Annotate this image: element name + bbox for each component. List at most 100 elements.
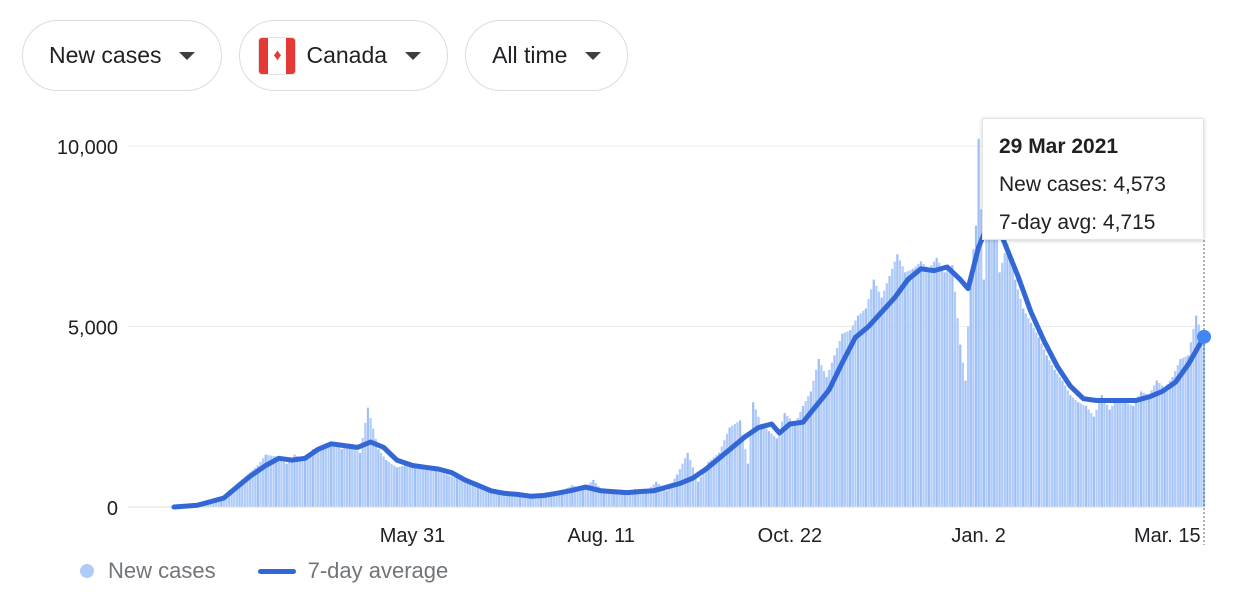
case-bar xyxy=(1197,324,1200,507)
country-dropdown[interactable]: ♦ Canada xyxy=(239,20,449,91)
case-bar xyxy=(492,491,495,507)
case-bar xyxy=(356,450,359,507)
case-bar xyxy=(217,498,220,507)
case-bar xyxy=(1176,365,1179,507)
case-bar-spike xyxy=(888,276,891,507)
case-bar xyxy=(668,486,671,507)
case-bar xyxy=(484,489,487,507)
case-bar xyxy=(657,483,660,507)
case-bar xyxy=(1126,403,1130,507)
case-bar xyxy=(259,461,262,507)
case-bar xyxy=(1119,399,1122,507)
case-bar xyxy=(566,488,569,507)
case-bar xyxy=(778,430,781,507)
legend-bar-swatch xyxy=(80,564,94,578)
case-bar xyxy=(448,475,451,507)
case-bar xyxy=(835,348,839,507)
case-bar xyxy=(1145,393,1148,507)
legend-line-label: 7-day average xyxy=(307,558,449,583)
case-bar xyxy=(940,267,944,507)
case-bar xyxy=(241,479,244,507)
time-range-dropdown-label: All time xyxy=(492,42,568,68)
case-bar xyxy=(938,262,941,507)
case-bar xyxy=(754,409,757,507)
case-bar xyxy=(799,411,802,507)
case-bar xyxy=(838,340,841,507)
case-bar xyxy=(306,456,309,507)
case-bar xyxy=(235,484,239,507)
case-bar xyxy=(846,331,849,507)
case-bar xyxy=(1137,396,1140,507)
tooltip-average: 7-day avg: 4,715 xyxy=(999,211,1156,234)
case-bar xyxy=(332,443,335,507)
chevron-down-icon xyxy=(405,51,422,60)
case-bar xyxy=(335,445,338,507)
case-bar xyxy=(1168,380,1172,507)
case-bar-spike xyxy=(571,485,574,507)
chart-tooltip: 29 Mar 2021 New cases: 4,573 7-day avg: … xyxy=(982,118,1204,240)
case-bar xyxy=(859,313,862,507)
case-bar xyxy=(458,479,461,507)
case-bar xyxy=(862,310,865,507)
case-bar xyxy=(453,477,456,507)
case-bar xyxy=(702,471,705,507)
case-bar xyxy=(1189,342,1192,507)
case-bar xyxy=(361,437,364,507)
case-bar-spike xyxy=(613,490,616,507)
case-bar xyxy=(757,416,760,507)
case-bar xyxy=(246,474,249,507)
case-bar xyxy=(618,492,621,507)
case-bar-spike xyxy=(943,272,946,507)
case-bar-spike xyxy=(919,261,922,507)
case-bar-spike xyxy=(817,359,820,507)
case-bar xyxy=(1111,405,1114,507)
case-bar xyxy=(280,460,283,507)
case-bar xyxy=(673,478,676,507)
case-bar-spike xyxy=(872,279,875,507)
case-bar xyxy=(419,466,422,507)
metric-dropdown-label: New cases xyxy=(49,42,162,68)
case-bar-spike xyxy=(623,494,626,507)
case-bar xyxy=(1071,397,1075,507)
case-bar-spike xyxy=(1132,405,1135,507)
case-bar-spike xyxy=(581,488,584,507)
case-bar xyxy=(398,466,401,507)
case-bar xyxy=(854,320,857,507)
case-bar-spike xyxy=(841,333,844,507)
case-bar xyxy=(681,463,684,507)
case-bar xyxy=(534,495,537,507)
case-bar-spike xyxy=(220,497,223,507)
case-bar-spike xyxy=(1045,355,1048,507)
case-bar-spike xyxy=(988,185,991,508)
case-bar xyxy=(1160,385,1164,507)
case-bar-spike xyxy=(1155,380,1158,507)
case-bar xyxy=(364,422,367,507)
case-bar xyxy=(568,486,571,507)
case-bar xyxy=(652,484,655,507)
case-bar xyxy=(723,440,726,507)
time-range-dropdown[interactable]: All time xyxy=(465,20,629,91)
x-tick-label: Oct. 22 xyxy=(758,525,822,547)
case-bar-spike xyxy=(1116,398,1119,507)
case-bar xyxy=(296,456,299,507)
case-bar xyxy=(227,491,231,507)
case-bar xyxy=(1074,399,1077,507)
case-bar xyxy=(1008,255,1012,507)
case-bar xyxy=(382,456,385,507)
case-bar-spike xyxy=(275,456,278,507)
x-tick-label: May 31 xyxy=(380,525,446,547)
case-bar xyxy=(432,470,435,507)
case-bar-spike xyxy=(1069,395,1072,507)
case-bar xyxy=(589,482,592,507)
case-bar xyxy=(521,495,524,507)
case-bar-spike xyxy=(359,452,362,507)
case-bar-spike xyxy=(655,481,658,507)
case-bar xyxy=(1066,390,1069,507)
case-bar xyxy=(254,467,257,507)
case-bar xyxy=(647,489,650,507)
case-bar-spike xyxy=(1014,279,1017,507)
metric-dropdown[interactable]: New cases xyxy=(22,20,223,91)
case-bar xyxy=(319,446,322,507)
case-bar xyxy=(1142,392,1145,507)
